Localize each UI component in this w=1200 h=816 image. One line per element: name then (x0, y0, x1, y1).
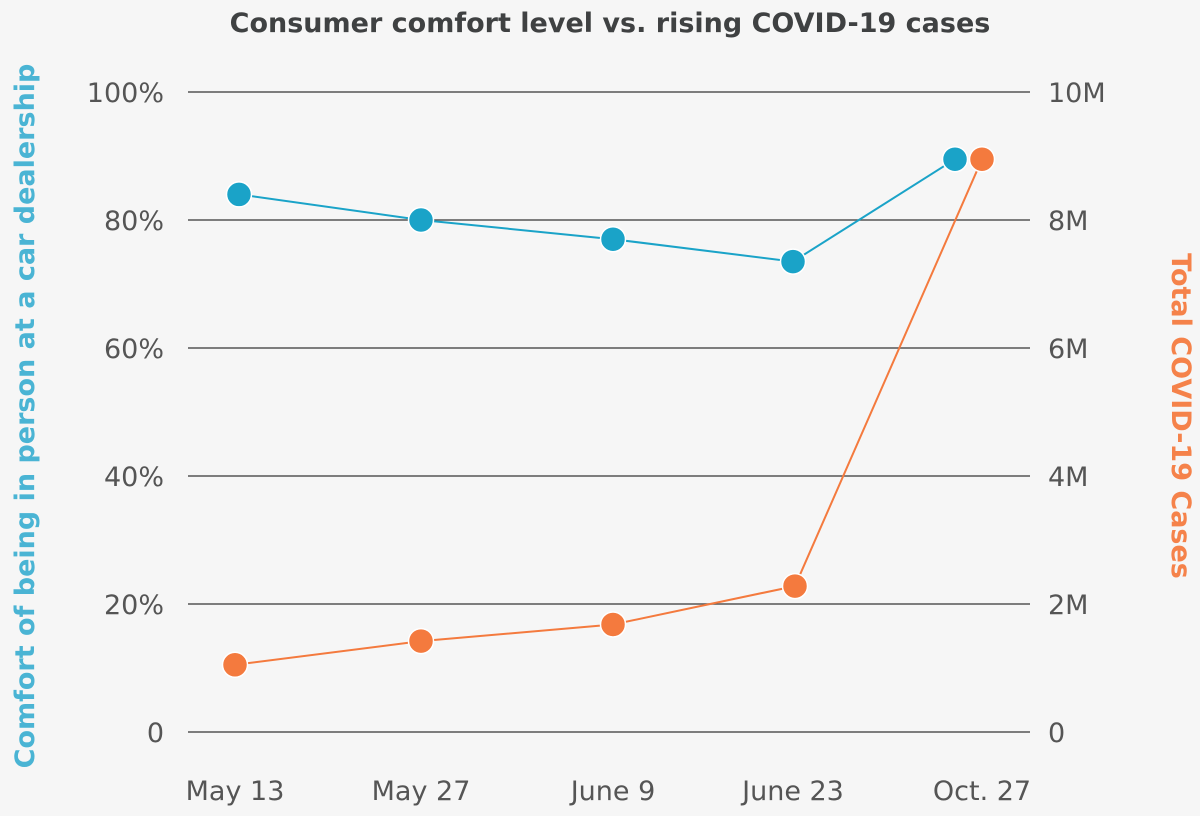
cases-point (407, 627, 435, 655)
left-axis-label: Comfort of being in person at a car deal… (10, 64, 41, 769)
right-tick-label: 2M (1048, 590, 1088, 621)
comfort-point (599, 225, 627, 253)
cases-point (221, 651, 249, 679)
right-tick-label: 4M (1048, 462, 1088, 493)
left-axis-ticks: 0 20% 40% 60% 80% 100% (87, 78, 164, 749)
right-tick-label: 10M (1048, 78, 1106, 109)
chart-title: Consumer comfort level vs. rising COVID-… (230, 8, 991, 39)
cases-point (599, 611, 627, 638)
left-tick-label: 80% (104, 206, 164, 237)
comfort-series-line (238, 158, 956, 263)
x-axis-ticks: May 13 May 27 June 9 June 23 Oct. 27 (186, 776, 1031, 807)
left-tick-label: 40% (104, 462, 164, 493)
series-layer (221, 145, 996, 679)
x-tick-label: May 27 (372, 776, 471, 807)
cases-point (781, 572, 809, 600)
comfort-point (407, 206, 435, 234)
left-tick-label: 0 (147, 718, 164, 749)
right-axis-label: Total COVID-19 Cases (1165, 253, 1196, 579)
x-tick-label: May 13 (186, 776, 285, 807)
cases-point (968, 145, 996, 173)
left-tick-label: 20% (104, 590, 164, 621)
comfort-point (225, 181, 253, 208)
comfort-point (779, 248, 807, 275)
x-tick-label: June 23 (740, 776, 844, 807)
left-tick-label: 60% (104, 334, 164, 365)
right-tick-label: 8M (1048, 206, 1088, 237)
right-axis-ticks: 0 2M 4M 6M 8M 10M (1048, 78, 1106, 749)
comfort-point (941, 145, 969, 173)
left-tick-label: 100% (87, 78, 164, 109)
gridlines (188, 91, 1030, 733)
x-tick-label: June 9 (569, 776, 656, 807)
right-tick-label: 0 (1048, 718, 1065, 749)
x-tick-label: Oct. 27 (933, 776, 1031, 807)
right-tick-label: 6M (1048, 334, 1088, 365)
